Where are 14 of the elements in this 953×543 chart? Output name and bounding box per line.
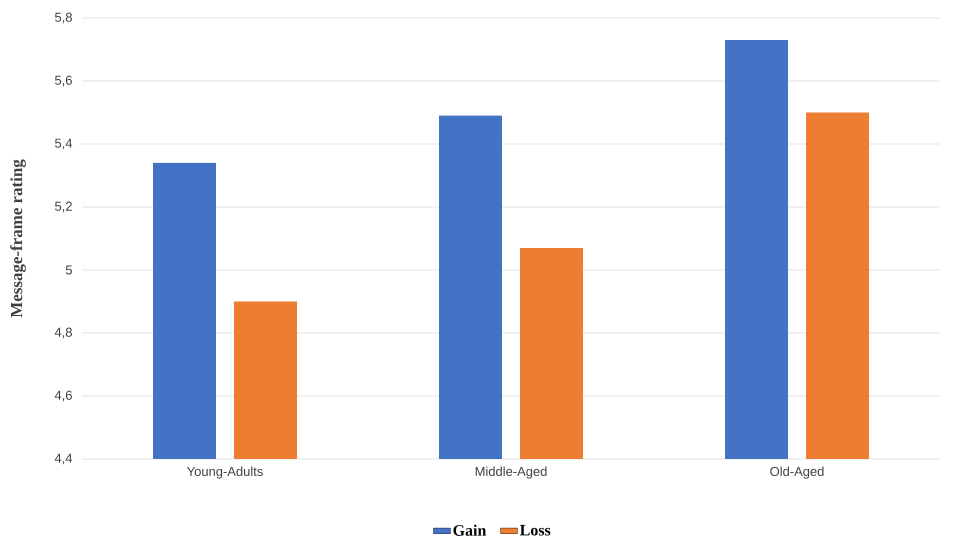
y-tick-label: 5,6 <box>54 76 72 86</box>
y-tick-label: 5 <box>66 265 72 275</box>
legend-label: Gain <box>453 524 486 536</box>
y-axis-title: Message-frame rating <box>10 159 26 318</box>
x-tick-label: Young-Adults <box>186 466 263 479</box>
x-tick-label: Middle-Aged <box>476 466 547 479</box>
y-tick-label: 5,4 <box>54 138 72 150</box>
legend-label: Loss <box>520 524 550 536</box>
y-tick-label: 5,8 <box>54 12 72 24</box>
y-tick-label: 5,2 <box>54 202 72 212</box>
x-tick-label: Old-Aged <box>770 466 824 479</box>
y-tick-label: 4,8 <box>54 328 72 338</box>
y-tick-label: 4,4 <box>54 454 72 464</box>
y-tick-label: 4,6 <box>54 390 72 402</box>
